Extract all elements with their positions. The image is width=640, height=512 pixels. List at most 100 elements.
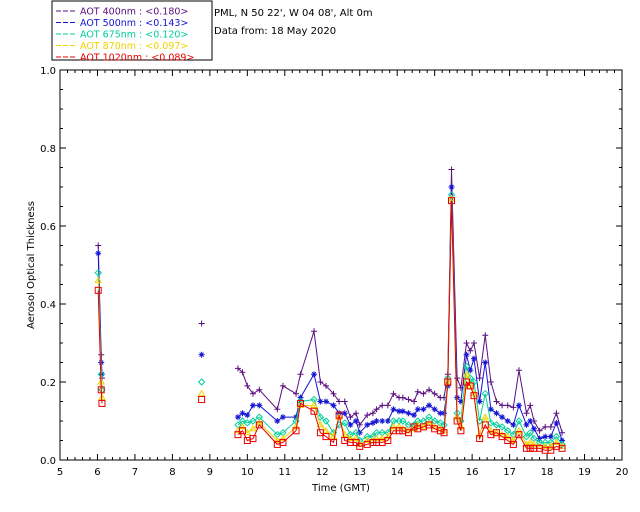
x-tick-label: 10 bbox=[241, 467, 254, 478]
data-point bbox=[492, 421, 501, 429]
data-point bbox=[530, 425, 537, 432]
data-point bbox=[411, 412, 418, 419]
data-point bbox=[527, 418, 534, 424]
data-point bbox=[482, 332, 489, 339]
data-point bbox=[499, 402, 506, 409]
data-point bbox=[243, 419, 252, 427]
series-5 bbox=[94, 197, 566, 454]
data-point bbox=[457, 427, 465, 435]
data-point bbox=[527, 402, 534, 409]
data-point bbox=[379, 402, 386, 409]
data-point bbox=[441, 410, 448, 417]
series-layer bbox=[94, 166, 566, 454]
data-point bbox=[95, 250, 102, 257]
data-point bbox=[94, 276, 103, 284]
info-block: PML, N 50 22', W 04 08', Alt 0m Data fro… bbox=[214, 8, 373, 37]
data-point bbox=[487, 406, 494, 413]
data-point bbox=[431, 406, 438, 413]
data-point bbox=[292, 427, 300, 435]
data-point bbox=[471, 340, 478, 346]
data-point bbox=[542, 433, 549, 440]
data-point bbox=[311, 328, 318, 335]
data-point bbox=[256, 386, 263, 393]
data-point bbox=[238, 422, 247, 430]
data-point bbox=[457, 398, 464, 405]
data-point bbox=[405, 410, 412, 417]
data-point bbox=[352, 410, 359, 417]
x-tick-label: 18 bbox=[541, 467, 554, 478]
data-point bbox=[369, 419, 376, 426]
data-point bbox=[322, 417, 330, 425]
data-point bbox=[364, 421, 371, 428]
data-point bbox=[444, 378, 452, 386]
data-point bbox=[255, 421, 263, 429]
data-point bbox=[463, 378, 471, 386]
legend-label: AOT 400nm : <0.180> bbox=[80, 7, 188, 18]
data-point bbox=[410, 423, 418, 431]
data-point bbox=[352, 418, 359, 424]
data-point bbox=[369, 410, 376, 417]
data-point bbox=[523, 410, 530, 417]
data-point bbox=[383, 432, 392, 440]
data-point bbox=[369, 438, 377, 446]
legend-label: AOT 500nm : <0.143> bbox=[80, 18, 188, 29]
data-point bbox=[347, 414, 354, 421]
legend: AOT 400nm : <0.180>AOT 500nm : <0.143> AO… bbox=[51, 0, 213, 64]
data-point bbox=[425, 421, 433, 429]
legend-box bbox=[51, 0, 213, 61]
x-tick-label: 15 bbox=[428, 467, 441, 478]
data-point bbox=[293, 390, 300, 397]
data-point bbox=[504, 418, 511, 424]
data-point bbox=[239, 369, 246, 376]
data-point bbox=[510, 421, 517, 428]
y-tick-label: 0.2 bbox=[40, 378, 56, 389]
data-point bbox=[297, 399, 305, 407]
x-tick-label: 13 bbox=[353, 467, 366, 478]
data-point bbox=[279, 434, 287, 442]
x-tick-label: 17 bbox=[503, 467, 516, 478]
data-point bbox=[317, 379, 324, 385]
data-point bbox=[522, 432, 531, 441]
data-point bbox=[471, 355, 478, 362]
data-point bbox=[316, 413, 325, 421]
data-point bbox=[466, 374, 474, 382]
data-point bbox=[249, 417, 257, 425]
data-point bbox=[547, 446, 555, 454]
data-point bbox=[414, 388, 421, 395]
data-point bbox=[249, 424, 257, 432]
data-point bbox=[470, 392, 478, 400]
data-point bbox=[504, 402, 511, 409]
data-point bbox=[492, 428, 501, 436]
data-point bbox=[316, 420, 325, 428]
data-point bbox=[346, 430, 355, 439]
data-point bbox=[352, 434, 360, 442]
data-point bbox=[426, 402, 433, 409]
data-point bbox=[399, 417, 407, 425]
data-point bbox=[493, 410, 500, 417]
data-point bbox=[98, 371, 105, 378]
data-point bbox=[542, 423, 549, 430]
data-point bbox=[341, 398, 348, 405]
x-tick-label: 9 bbox=[207, 467, 213, 478]
data-point bbox=[492, 429, 500, 437]
data-point bbox=[234, 431, 242, 439]
series-2 bbox=[95, 184, 566, 444]
x-tick-label: 16 bbox=[466, 467, 479, 478]
data-point bbox=[364, 412, 371, 419]
data-point bbox=[379, 418, 386, 424]
data-point bbox=[405, 396, 412, 403]
data-point bbox=[499, 414, 506, 421]
date-text: Data from: 18 May 2020 bbox=[214, 26, 336, 37]
data-point bbox=[330, 390, 337, 397]
data-point bbox=[316, 429, 324, 437]
data-point bbox=[526, 444, 534, 452]
legend-label: AOT 870nm : <0.097> bbox=[80, 41, 188, 52]
series-line bbox=[97, 186, 563, 441]
data-point bbox=[352, 438, 360, 446]
data-point bbox=[526, 428, 534, 437]
y-tick-label: 0.6 bbox=[40, 222, 56, 233]
data-point bbox=[390, 390, 397, 397]
data-point bbox=[558, 444, 566, 452]
data-point bbox=[526, 438, 535, 445]
data-point bbox=[486, 426, 495, 434]
